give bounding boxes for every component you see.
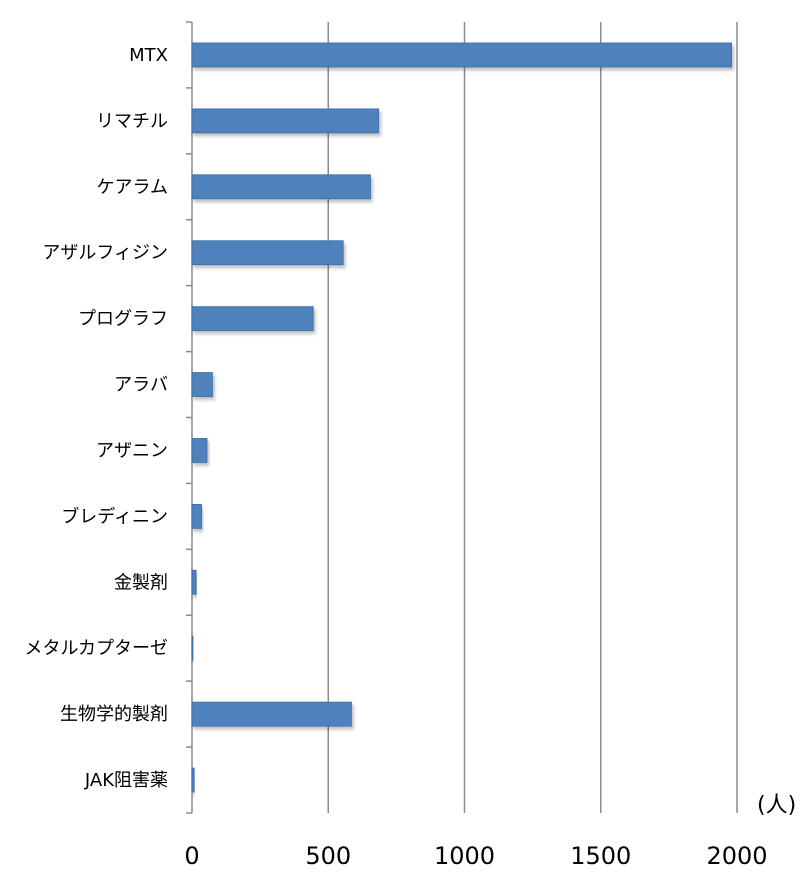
x-tick-label-500: 500 [305, 842, 351, 870]
category-label-7: ブレディニン [61, 505, 168, 527]
y-axis [186, 21, 193, 814]
gridlines [327, 22, 738, 813]
category-label-8: 金製剤 [114, 572, 168, 593]
category-label-2: ケアラム [97, 177, 168, 198]
bar-10 [191, 701, 352, 727]
bar-1 [191, 108, 380, 134]
category-label-10: 生物学的製剤 [60, 704, 168, 725]
unit-label: (人) [757, 793, 796, 818]
x-tick-label-1500: 1500 [570, 842, 631, 870]
category-label-1: リマチル [96, 111, 168, 132]
category-label-6: アザニン [96, 440, 168, 461]
category-label-9: メタルカプターゼ [25, 638, 168, 659]
bar-11 [191, 767, 195, 793]
category-labels: MTX リマチルケアラムアザルフィジンプログラフアラバアザニンブレディニン金製剤メ… [25, 45, 168, 791]
x-tick-label-0: 0 [184, 842, 199, 870]
bar-8 [191, 569, 197, 595]
bar-4 [191, 306, 314, 332]
bar-7 [191, 503, 202, 529]
x-tick-label-1000: 1000 [434, 842, 495, 870]
category-label-4: プログラフ [78, 309, 168, 330]
bar-3 [191, 240, 344, 266]
category-label-5: アラバ [114, 375, 168, 396]
x-tick-label-2000: 2000 [706, 842, 767, 870]
bar-0 [191, 42, 732, 68]
bar-5 [191, 372, 213, 397]
bars [191, 42, 732, 793]
bar-6 [191, 438, 208, 463]
category-label-11: JAK阻害薬 [84, 770, 168, 791]
bar-2 [191, 174, 371, 200]
category-label-3: アザルフィジン [42, 243, 168, 264]
bar-9 [191, 635, 194, 661]
x-tick-labels: 0 500 1000 1500 2000 [184, 842, 767, 870]
category-label-0: MTX [129, 45, 168, 66]
